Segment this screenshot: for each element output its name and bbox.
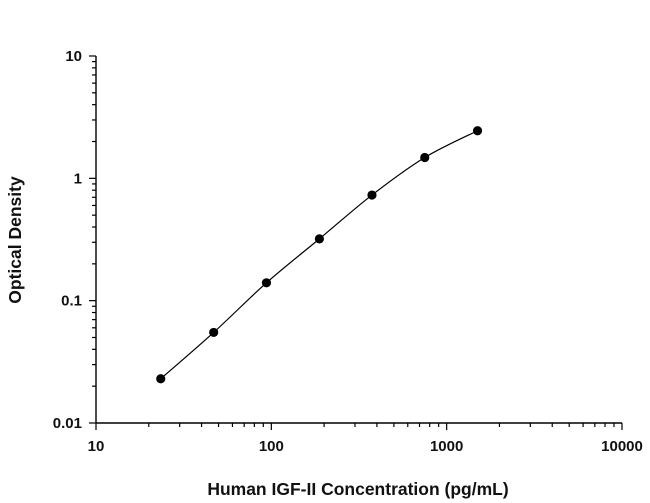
ticks [89, 55, 623, 430]
data-point [367, 190, 377, 200]
x-tick-label: 10 [88, 438, 105, 455]
data-points [156, 126, 483, 384]
data-point [314, 234, 325, 244]
y-axis-title: Optical Density [5, 176, 25, 304]
data-point [261, 278, 272, 288]
data-point [472, 126, 483, 136]
x-tick-label: 1000 [430, 438, 463, 455]
data-point [420, 152, 430, 163]
axes [95, 56, 622, 424]
data-point [156, 374, 166, 384]
data-point [209, 327, 219, 338]
y-tick-label: 0.01 [53, 415, 82, 432]
tick-labels: 0.01 0.1 1 10 10 100 1000 10000 [53, 48, 643, 455]
y-tick-label: 0.1 [61, 293, 82, 310]
x-tick-label: 100 [259, 438, 284, 455]
x-axis-title: Human IGF-II Concentration (pg/mL) [207, 479, 508, 499]
y-tick-label: 10 [65, 48, 82, 65]
y-tick-label: 1 [74, 170, 82, 187]
fit-curve [160, 130, 478, 380]
x-tick-label: 10000 [601, 438, 643, 455]
